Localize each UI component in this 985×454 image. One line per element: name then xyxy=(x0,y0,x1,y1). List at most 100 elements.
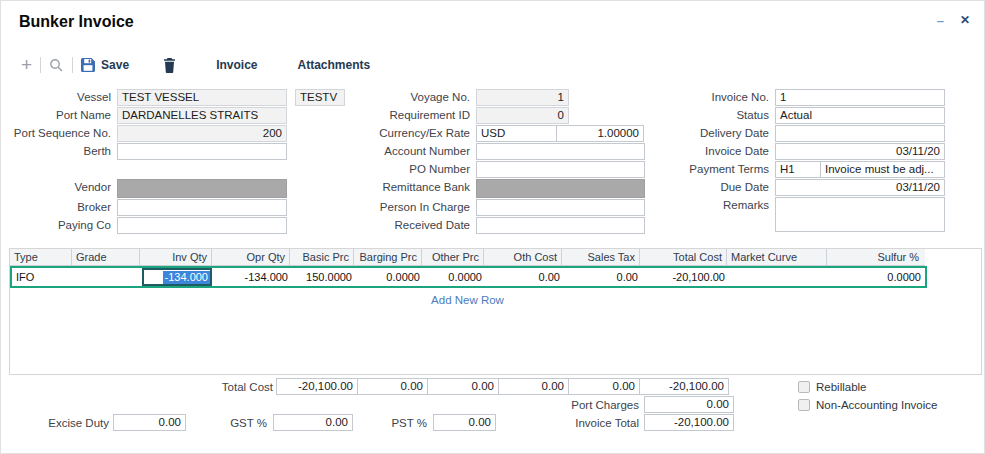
total-cost-cell: -20,100.00 xyxy=(639,378,729,395)
page-title: Bunker Invoice xyxy=(19,13,134,31)
save-button[interactable]: Save xyxy=(81,58,129,72)
window: Bunker Invoice – ✕ + Save Invoice Attach… xyxy=(0,0,985,454)
vendor-field[interactable] xyxy=(117,179,287,198)
vessel-label: Vessel xyxy=(1,89,117,103)
form-middle-column: Voyage No. 1 Requirement ID 0 Currency/E… xyxy=(364,89,645,235)
column-header-type[interactable]: Type xyxy=(10,249,72,265)
remarks-row: Remarks xyxy=(643,197,945,232)
po-number-field[interactable] xyxy=(476,161,645,178)
berth-field[interactable] xyxy=(117,143,287,160)
non-accounting-checkbox[interactable]: Non-Accounting Invoice xyxy=(798,399,937,411)
total-cost-summary-row: -20,100.00 0.00 0.00 0.00 0.00 -20,100.0… xyxy=(277,378,729,395)
cell-barging-prc[interactable]: 0.0000 xyxy=(356,271,424,283)
cell-sulfur[interactable]: 0.0000 xyxy=(829,271,925,283)
person-in-charge-field[interactable] xyxy=(476,199,645,216)
column-header-oth-cost[interactable]: Oth Cost xyxy=(484,249,562,265)
search-icon[interactable] xyxy=(49,58,64,73)
broker-label: Broker xyxy=(1,199,117,213)
gst-field[interactable]: 0.00 xyxy=(273,414,353,431)
voyage-no-label: Voyage No. xyxy=(364,89,476,103)
window-controls: – ✕ xyxy=(937,13,970,28)
payment-terms-code-field[interactable]: H1 xyxy=(775,161,821,178)
close-icon[interactable]: ✕ xyxy=(960,13,970,28)
remittance-bank-field[interactable] xyxy=(476,179,645,198)
cell-type[interactable]: IFO xyxy=(12,271,74,283)
port-name-row: Port Name DARDANELLES STRAITS xyxy=(1,107,345,124)
person-in-charge-label: Person In Charge xyxy=(364,199,476,213)
account-number-field[interactable] xyxy=(476,143,645,160)
invoice-no-label: Invoice No. xyxy=(643,89,775,103)
checkbox-icon xyxy=(798,381,810,393)
due-date-label: Due Date xyxy=(643,179,775,193)
currency-row: Currency/Ex Rate USD 1.00000 xyxy=(364,125,645,142)
cell-sales-tax[interactable]: 0.00 xyxy=(564,271,642,283)
due-date-row: Due Date 03/11/20 xyxy=(643,179,945,196)
vendor-label: Vendor xyxy=(1,179,117,193)
column-header-grade[interactable]: Grade xyxy=(72,249,140,265)
received-date-field[interactable] xyxy=(476,217,645,234)
requirement-id-field: 0 xyxy=(476,107,569,124)
berth-row: Berth xyxy=(1,143,345,160)
column-header-opr-qty[interactable]: Opr Qty xyxy=(212,249,290,265)
vendor-row: Vendor xyxy=(1,179,345,198)
paying-co-field[interactable] xyxy=(117,217,287,234)
pst-field[interactable]: 0.00 xyxy=(433,414,496,431)
add-icon[interactable]: + xyxy=(21,57,32,73)
cell-opr-qty[interactable]: -134.000 xyxy=(214,271,292,283)
payment-terms-label: Payment Terms xyxy=(643,161,775,175)
invoice-date-field[interactable]: 03/11/20 xyxy=(775,143,945,160)
delivery-date-label: Delivery Date xyxy=(643,125,775,139)
cell-other-prc[interactable]: 0.0000 xyxy=(424,271,486,283)
column-header-basic-prc[interactable]: Basic Prc xyxy=(290,249,354,265)
currency-code-field[interactable]: USD xyxy=(476,125,557,142)
minimize-icon[interactable]: – xyxy=(937,13,944,28)
port-sequence-label: Port Sequence No. xyxy=(1,125,117,139)
broker-row: Broker xyxy=(1,199,345,216)
total-cost-cell: -20,100.00 xyxy=(276,378,358,395)
remarks-field[interactable] xyxy=(775,197,945,232)
due-date-field[interactable]: 03/11/20 xyxy=(775,179,945,196)
cell-total-cost[interactable]: -20,100.00 xyxy=(642,271,729,283)
delivery-date-field[interactable] xyxy=(775,125,945,142)
invoice-button[interactable]: Invoice xyxy=(216,58,257,72)
inv-qty-edit-box[interactable]: -134.000 xyxy=(142,268,212,286)
cell-oth-cost[interactable]: 0.00 xyxy=(486,271,564,283)
excise-duty-field[interactable]: 0.00 xyxy=(113,414,186,431)
attachments-button[interactable]: Attachments xyxy=(298,58,371,72)
non-accounting-checkbox-label: Non-Accounting Invoice xyxy=(816,399,937,411)
table-row[interactable]: IFO -134.000 -134.000 150.0000 0.0000 0.… xyxy=(10,266,927,288)
form-right-column: Invoice No. 1 Status Actual Delivery Dat… xyxy=(643,89,945,233)
column-header-market-curve[interactable]: Market Curve xyxy=(727,249,827,265)
gst-label: GST % xyxy=(201,417,267,429)
add-new-row-link[interactable]: Add New Row xyxy=(10,294,925,306)
total-cost-label: Total Cost xyxy=(181,381,273,393)
received-date-label: Received Date xyxy=(364,217,476,231)
exchange-rate-field[interactable]: 1.00000 xyxy=(556,125,644,142)
column-header-other-prc[interactable]: Other Prc xyxy=(422,249,484,265)
status-field[interactable]: Actual xyxy=(775,107,945,124)
column-header-sales-tax[interactable]: Sales Tax xyxy=(562,249,640,265)
broker-field[interactable] xyxy=(117,199,287,216)
remittance-bank-label: Remittance Bank xyxy=(364,179,476,193)
rebillable-checkbox[interactable]: Rebillable xyxy=(798,381,867,393)
invoice-no-field[interactable]: 1 xyxy=(775,89,945,106)
column-header-sulfur[interactable]: Sulfur % xyxy=(827,249,923,265)
cell-basic-prc[interactable]: 150.0000 xyxy=(292,271,356,283)
total-cost-cell: 0.00 xyxy=(357,378,428,395)
port-charges-field[interactable]: 0.00 xyxy=(644,396,734,413)
status-label: Status xyxy=(643,107,775,121)
column-header-total-cost[interactable]: Total Cost xyxy=(640,249,727,265)
port-name-field: DARDANELLES STRAITS xyxy=(117,107,287,124)
berth-label: Berth xyxy=(1,143,117,157)
column-header-barging-prc[interactable]: Barging Prc xyxy=(354,249,422,265)
grid-header-row: Type Grade Inv Qty Opr Qty Basic Prc Bar… xyxy=(10,249,925,266)
total-cost-cell: 0.00 xyxy=(498,378,569,395)
remarks-label: Remarks xyxy=(643,197,775,211)
save-icon xyxy=(81,58,95,72)
delivery-date-row: Delivery Date xyxy=(643,125,945,142)
column-header-inv-qty[interactable]: Inv Qty xyxy=(140,249,212,265)
voyage-no-row: Voyage No. 1 xyxy=(364,89,645,106)
po-number-row: PO Number xyxy=(364,161,645,178)
cell-inv-qty[interactable]: -134.000 xyxy=(142,268,214,286)
delete-icon[interactable] xyxy=(163,58,176,73)
